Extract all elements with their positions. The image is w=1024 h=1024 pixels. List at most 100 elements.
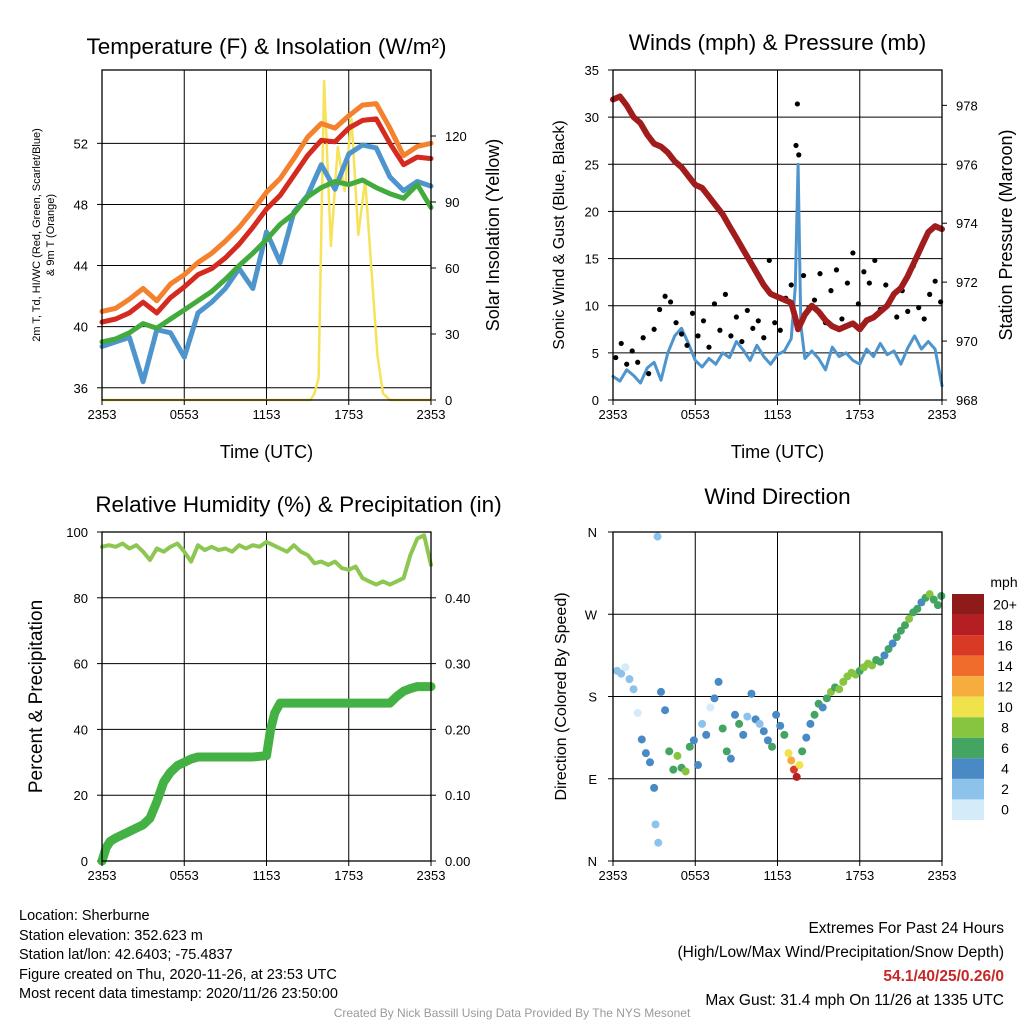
x-tick-label: 2353 xyxy=(928,407,957,422)
y-tick-label: 40 xyxy=(74,320,88,335)
direction-point xyxy=(759,727,768,736)
direction-point xyxy=(650,783,659,792)
x-tick-label: 1753 xyxy=(334,868,363,883)
y-tick-label: 5 xyxy=(592,346,599,361)
gust-point xyxy=(613,354,619,361)
speed-colorbar: mph 20+ 18 16 14 12 10 8 6 4 2 0 xyxy=(952,574,1018,820)
chart-title: Relative Humidity (%) & Precipitation (i… xyxy=(95,492,501,517)
gust-point xyxy=(651,326,657,332)
y2-tick-label: 120 xyxy=(445,129,467,144)
y-tick-label: 30 xyxy=(585,110,599,125)
colorbar-swatch xyxy=(952,655,984,677)
direction-point xyxy=(913,604,922,613)
direction-point xyxy=(633,708,642,717)
extremes-info: Extremes For Past 24 Hours (High/Low/Max… xyxy=(678,917,1005,1013)
gust-point xyxy=(717,327,723,333)
y2-tick-label: 0.30 xyxy=(445,657,470,672)
colorbar-label: 2 xyxy=(1001,781,1009,797)
direction-point xyxy=(900,621,909,630)
direction-point xyxy=(884,644,893,653)
chart-title: Wind Direction xyxy=(704,484,850,509)
colorbar-label: 20+ xyxy=(993,596,1017,612)
direction-point xyxy=(772,710,781,719)
gust-point xyxy=(894,314,900,320)
gust-point xyxy=(646,371,652,377)
direction-point xyxy=(763,736,772,745)
precipitation-line xyxy=(97,682,436,866)
gust-point xyxy=(866,280,872,286)
gust-point xyxy=(689,310,696,316)
gust-point xyxy=(673,320,679,326)
x-tick-label: 2353 xyxy=(88,868,117,883)
direction-point xyxy=(685,742,694,751)
y2-axis-label-text: Solar Insolation (Yellow) xyxy=(483,139,503,331)
gust-point xyxy=(618,340,624,347)
y2-tick-label: 978 xyxy=(956,98,978,113)
x-axis-label: Time (UTC) xyxy=(731,442,824,462)
y2-tick-label: 970 xyxy=(956,334,978,349)
station-info: Location: Sherburne Station elevation: 3… xyxy=(19,907,338,1005)
y2-tick-label: 0.40 xyxy=(445,591,470,606)
gust-point xyxy=(932,278,938,284)
series-line-2m-td xyxy=(99,177,434,345)
gust-point xyxy=(796,152,802,158)
x-tick-label: 0553 xyxy=(681,407,710,422)
direction-point xyxy=(896,626,905,635)
y-tick-label: 0 xyxy=(592,393,599,408)
elevation-text: Station elevation: 352.623 m xyxy=(19,927,203,944)
direction-point xyxy=(792,772,801,781)
x-tick-label: 1153 xyxy=(253,407,281,422)
direction-point xyxy=(810,710,819,719)
direction-point xyxy=(625,675,634,684)
direction-point xyxy=(661,706,670,715)
series-line-9m-t xyxy=(99,101,434,314)
extremes-subtitle: (High/Low/Max Wind/Precipitation/Snow De… xyxy=(677,944,1005,961)
colorbar-swatch xyxy=(952,635,984,656)
y-axis-label: Sonic Wind & Gust (Blue, Black) xyxy=(551,120,568,349)
y-tick-label: 25 xyxy=(585,157,599,172)
direction-point xyxy=(702,730,711,739)
gust-point xyxy=(635,359,641,365)
gust-point xyxy=(766,257,772,264)
direction-point xyxy=(669,765,678,774)
y2-axis-label: Station Pressure (Maroon) xyxy=(996,129,1016,340)
direction-point xyxy=(621,663,630,672)
y2-tick-label: 968 xyxy=(956,393,978,408)
direction-point xyxy=(653,532,662,541)
direction-point xyxy=(892,633,901,642)
direction-point xyxy=(718,724,727,733)
gust-point xyxy=(794,101,800,107)
direction-point xyxy=(698,719,707,728)
direction-point xyxy=(868,661,877,670)
y-tick-label: 15 xyxy=(585,252,599,267)
direction-point xyxy=(888,639,897,648)
direction-point xyxy=(925,590,934,599)
gust-point xyxy=(662,293,668,299)
gust-point xyxy=(828,288,834,294)
y-tick-label: 52 xyxy=(74,136,88,151)
x-tick-label: 1753 xyxy=(845,407,874,422)
gust-point xyxy=(711,301,718,307)
colorbar-swatch xyxy=(952,696,984,718)
y2-tick-label: 30 xyxy=(445,327,459,342)
x-tick-label: 2353 xyxy=(599,868,628,883)
y2-axis-label: Solar Insolation (Yellow) xyxy=(483,139,503,331)
y2-tick-label: 0.10 xyxy=(445,788,470,803)
gust-point xyxy=(905,308,911,314)
direction-point xyxy=(656,687,665,696)
direction-point xyxy=(629,685,638,694)
direction-point xyxy=(681,767,690,776)
colorbar-swatch xyxy=(952,778,984,800)
gust-point xyxy=(850,250,856,256)
gust-point xyxy=(744,307,750,314)
gust-point xyxy=(861,269,867,275)
gust-point xyxy=(678,331,685,337)
direction-point xyxy=(689,736,698,745)
winds-panel: 0 5 10 15 20 25 30 35 968 970 972 974 976 978 2353 0553… xyxy=(551,30,1016,462)
y-tick-label: 35 xyxy=(585,63,599,78)
direction-point xyxy=(726,754,735,763)
gust-point xyxy=(855,301,861,307)
gust-point xyxy=(883,282,889,288)
direction-point xyxy=(739,730,748,739)
